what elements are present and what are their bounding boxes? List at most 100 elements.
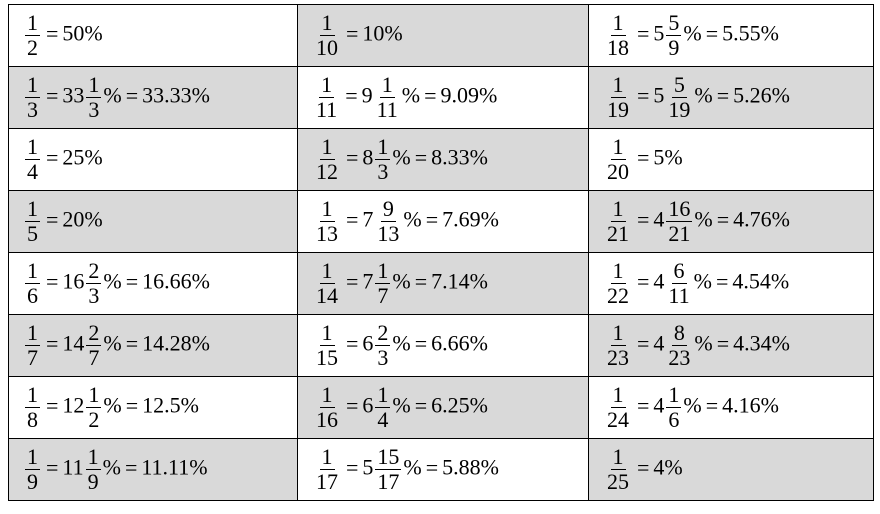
equals-sign: = xyxy=(424,82,437,108)
denominator: 8 xyxy=(27,407,38,432)
whole-part: 11 xyxy=(62,454,84,480)
denominator: 3 xyxy=(27,97,38,122)
numerator: 1 xyxy=(610,10,626,36)
percent-value: 7.14% xyxy=(431,268,488,294)
denominator: 24 xyxy=(607,407,629,432)
table-cell: 1 9 = 11 1 9% = 11.11% xyxy=(8,438,298,501)
numerator: 1 xyxy=(25,258,40,284)
equals-sign: = xyxy=(414,268,428,294)
whole-part: 33 xyxy=(62,82,85,108)
table-row: 1 2 = 50% 1 10 = 10% 1 18 = 5 5 9% = 5.55% xyxy=(8,4,874,67)
numerator: 1 xyxy=(610,320,626,346)
fraction-percent-table: 1 2 = 50% 1 10 = 10% 1 18 = 5 5 9% = 5.55% 1 3 = 33 1 3% = 33.3… xyxy=(8,4,874,501)
denominator: 3 xyxy=(377,345,389,370)
denominator: 11 xyxy=(376,97,398,122)
equals-sign: = xyxy=(637,268,650,294)
table-cell: 1 21 = 4 16 21% = 4.76% xyxy=(588,190,874,253)
equals-sign: = xyxy=(46,454,59,480)
equals-sign: = xyxy=(46,206,59,232)
numerator: 15 xyxy=(375,444,402,470)
table-cell: 1 23 = 4 8 23% = 4.34% xyxy=(588,314,874,377)
denominator: 21 xyxy=(607,221,629,246)
numerator: 1 xyxy=(319,196,335,222)
denominator: 18 xyxy=(607,35,629,60)
equals-sign: = xyxy=(345,82,358,108)
percent-value: 5.55% xyxy=(722,20,779,46)
percent-sign: % xyxy=(102,454,121,480)
whole-part: 7 xyxy=(362,268,374,294)
whole-part: 4 xyxy=(653,330,665,356)
table-cell: 1 5 = 20% xyxy=(8,190,298,253)
denominator: 9 xyxy=(668,35,680,60)
denominator: 22 xyxy=(607,283,629,308)
percent-value: 7.69% xyxy=(442,206,499,232)
percent-sign: % xyxy=(392,268,411,294)
percent-sign: % xyxy=(103,82,122,108)
numerator: 1 xyxy=(319,320,335,346)
equals-sign: = xyxy=(414,330,428,356)
numerator: 1 xyxy=(319,72,335,98)
denominator: 20 xyxy=(607,159,629,184)
equals-sign: = xyxy=(46,330,59,356)
fraction: 1 13 xyxy=(314,197,340,246)
denominator: 13 xyxy=(377,221,400,246)
numerator: 1 xyxy=(25,196,40,222)
numerator: 2 xyxy=(375,320,391,346)
numerator: 1 xyxy=(85,444,101,470)
fraction: 1 10 xyxy=(314,11,340,60)
fraction: 1 20 xyxy=(605,135,631,184)
denominator: 4 xyxy=(377,407,389,432)
numerator: 9 xyxy=(380,196,396,222)
numerator: 2 xyxy=(86,320,102,346)
numerator: 5 xyxy=(666,10,682,36)
denominator: 23 xyxy=(668,345,691,370)
percent-value: 10% xyxy=(362,20,403,46)
fraction: 1 14 xyxy=(314,259,340,308)
whole-part: 7 xyxy=(362,206,374,232)
denominator: 21 xyxy=(668,221,691,246)
percent-sign: % xyxy=(392,330,411,356)
equals-sign: = xyxy=(637,20,650,46)
percent-value: 11.11% xyxy=(141,454,208,480)
percent-sign: % xyxy=(103,330,122,356)
fraction: 1 22 xyxy=(605,259,631,308)
equals-sign: = xyxy=(346,330,359,356)
equals-sign: = xyxy=(716,206,730,232)
percent-value: 5.88% xyxy=(442,454,499,480)
percent-value: 12.5% xyxy=(142,392,199,418)
denominator: 7 xyxy=(27,345,38,370)
numerator: 1 xyxy=(319,134,335,160)
table-cell: 1 6 = 16 2 3% = 16.66% xyxy=(8,252,298,315)
denominator: 17 xyxy=(377,469,400,494)
table-cell: 1 16 = 6 1 4% = 6.25% xyxy=(297,376,589,439)
equals-sign: = xyxy=(346,20,359,46)
denominator: 9 xyxy=(87,469,99,494)
numerator: 1 xyxy=(25,444,40,470)
table-cell: 1 4 = 25% xyxy=(8,128,298,191)
fraction: 1 11 xyxy=(375,73,400,122)
numerator: 1 xyxy=(375,258,391,284)
whole-part: 5 xyxy=(362,454,374,480)
denominator: 19 xyxy=(668,97,691,122)
denominator: 13 xyxy=(316,221,338,246)
denominator: 12 xyxy=(316,159,338,184)
numerator: 1 xyxy=(610,134,626,160)
numerator: 1 xyxy=(610,382,626,408)
percent-value: 16.66% xyxy=(142,268,210,294)
table-row: 1 5 = 20% 1 13 = 7 9 13% = 7.69% 1 21 = 4 16 21% = 4.76% xyxy=(8,190,874,253)
fraction: 9 13 xyxy=(375,197,401,246)
equals-sign: = xyxy=(705,20,719,46)
percent-value: 33.33% xyxy=(142,82,210,108)
numerator: 1 xyxy=(25,320,40,346)
table-row: 1 6 = 16 2 3% = 16.66% 1 14 = 7 1 7% = 7.14% 1 22 = 4 6 11% = 4… xyxy=(8,252,874,315)
numerator: 1 xyxy=(610,444,626,470)
equals-sign: = xyxy=(46,82,59,108)
percent-sign: % xyxy=(103,268,122,294)
